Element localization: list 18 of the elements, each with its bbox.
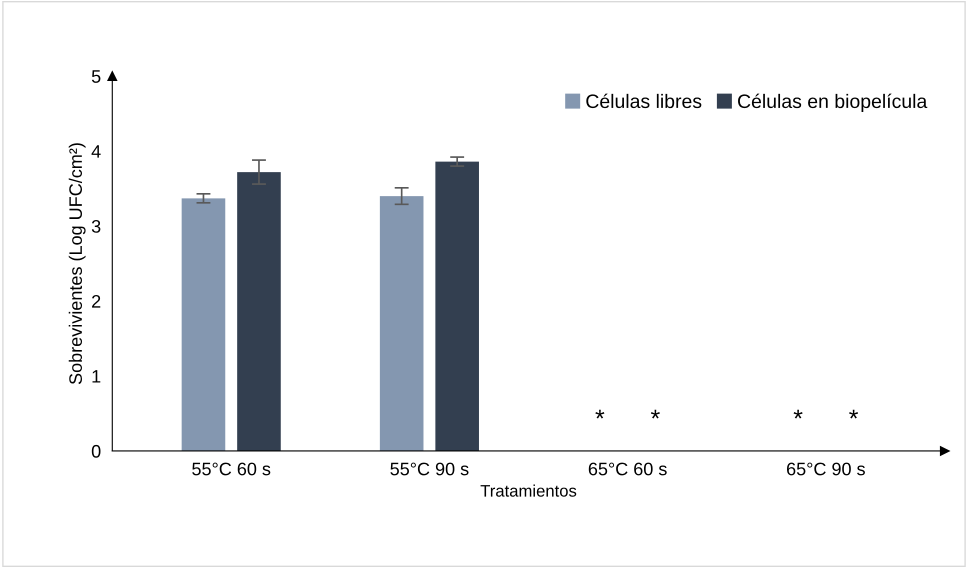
x-tick-label: 55°C 90 s (390, 462, 469, 476)
y-tick-label: 0 (92, 444, 100, 458)
legend-label: Células libres (586, 94, 702, 108)
x-tick-label: 55°C 60 s (192, 462, 270, 476)
x-tick-label: 65°C 60 s (588, 462, 667, 476)
x-tick-label: 65°C 90 s (787, 462, 865, 476)
annotation: * (650, 410, 660, 418)
y-tick-label: 1 (92, 370, 100, 383)
legend-label: Células en biopelícula (738, 94, 928, 112)
annotation: * (794, 410, 803, 418)
y-tick-label: 3 (92, 220, 100, 233)
annotation: * (595, 410, 604, 418)
y-tick-label: 4 (92, 145, 101, 158)
annotation: * (849, 410, 858, 418)
y-tick-label: 5 (92, 70, 100, 83)
y-axis-title: Sobrevivientes (Log UFC/cm²) (68, 143, 86, 384)
y-tick-label: 2 (92, 294, 100, 308)
x-axis-title: Tratamientos (480, 484, 576, 497)
